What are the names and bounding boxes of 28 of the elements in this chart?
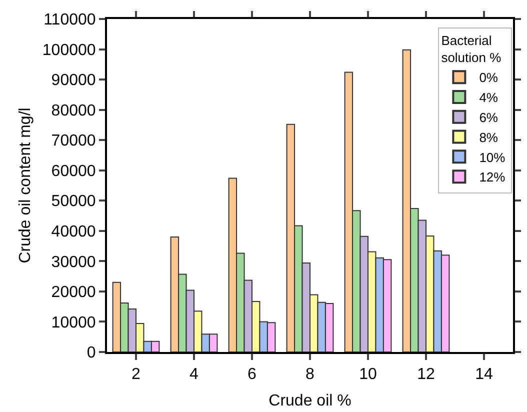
- legend-label: 8%: [479, 130, 498, 145]
- y-tick-label: 50000: [51, 193, 96, 210]
- y-tick-label: 30000: [51, 254, 96, 271]
- x-tick-label: 8: [306, 366, 315, 384]
- legend-label: 4%: [479, 90, 498, 106]
- y-tick-label: 100000: [42, 42, 96, 59]
- y-tick-label: 70000: [51, 132, 96, 150]
- y-tick-label: 90000: [51, 72, 96, 90]
- legend-label: 6%: [479, 110, 498, 125]
- y-tick-label: 110000: [44, 12, 96, 29]
- y-tick-label: 0: [86, 344, 96, 362]
- x-tick-label: 14: [475, 366, 493, 384]
- legend-label: 12%: [479, 170, 506, 185]
- legend-title: Bacterial solution %: [441, 33, 502, 66]
- x-axis-title: Crude oil %: [268, 392, 352, 410]
- x-tick-label: 6: [248, 366, 257, 384]
- x-tick-label: 12: [417, 366, 435, 384]
- y-tick-label: 10000: [51, 314, 96, 332]
- legend-label: 10%: [479, 150, 506, 165]
- x-tick-label: 10: [359, 366, 377, 384]
- x-tick-label: 2: [132, 366, 141, 384]
- y-tick-label: 60000: [51, 162, 96, 180]
- legend-label: 0%: [479, 70, 498, 86]
- y-tick-label: 80000: [51, 102, 96, 120]
- y-tick-label: 40000: [51, 224, 96, 241]
- y-tick-label: 20000: [51, 284, 96, 302]
- y-axis-title: Crude oil content mg/l: [16, 108, 34, 264]
- x-tick-label: 4: [190, 366, 199, 384]
